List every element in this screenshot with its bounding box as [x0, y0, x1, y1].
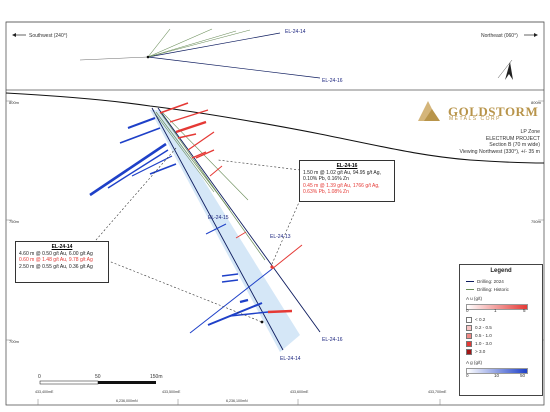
elev-left-800: 800m: [9, 100, 20, 105]
section-title-block: LP Zone ELECTRUM PROJECT Section B (70 m…: [459, 129, 540, 155]
southwest-label: Southwest (240°): [29, 33, 68, 39]
au-item-4: > 3.0: [466, 349, 485, 355]
legend-drill-historic: Drilling: Historic: [466, 287, 509, 292]
northeast-label: Northeast (060°): [481, 33, 518, 39]
scale-bar: [39, 380, 156, 385]
hole-label-16: EL-24-16: [322, 337, 343, 343]
intercept-16-title: EL-24-16: [336, 163, 358, 169]
section-label: Section B (70 m wide): [489, 142, 540, 148]
view-label: Viewing Northwest (330°), +/- 35 m: [459, 148, 540, 155]
hole-label-15: EL-24-15: [208, 215, 229, 221]
au-item-0: < 0.2: [466, 317, 485, 323]
au-item-3: 1.0 - 3.0: [466, 341, 492, 347]
easting-2: 433,500mE: [162, 390, 181, 394]
brand-sub: METALS CORP: [449, 116, 501, 122]
hole-label-13: EL-24-13: [270, 234, 291, 240]
legend: Legend Drilling: 2024 Drilling: Historic…: [459, 264, 543, 396]
intercept-box-16: EL-24-16 1.50 m @ 1.02 g/t Au, 94.95 g/t…: [299, 160, 395, 202]
hole-label-14: EL-24-14: [280, 356, 301, 362]
goldstorm-logo-icon: [418, 101, 440, 121]
scale-zero: 0: [38, 374, 41, 380]
ag-tick-50: 50: [520, 373, 526, 378]
northing-2: 6,236,100mN: [226, 399, 248, 403]
project-label: ELECTRUM PROJECT: [485, 135, 540, 142]
callout-leaders: [95, 147, 301, 323]
intercept-14-line3: 2.50 m @ 0.55 g/t Au, 0.36 g/t Ag: [19, 263, 93, 270]
au-tick-1: 1: [494, 308, 497, 313]
intercept-14-title: EL-24-14: [51, 244, 73, 250]
drill-halo: [150, 110, 300, 352]
elev-right-800: 800m: [531, 100, 542, 105]
au-tick-0: 0: [466, 308, 469, 313]
intercept-16-line2: 0.10% Pb, 0.16% Zn: [303, 176, 349, 182]
scale-mid: 50: [95, 374, 101, 380]
line-2024-icon: [466, 281, 474, 283]
line-historic-icon: [466, 289, 474, 291]
southwest-arrow-icon: [12, 33, 26, 37]
scale-end: 150m: [150, 374, 163, 380]
elev-left-700: 700m: [9, 339, 20, 344]
legend-au-title: A u (g/t): [466, 296, 483, 301]
plan-view-drillholes: [79, 28, 321, 79]
elev-right-750: 750m: [531, 219, 542, 224]
intercept-16-line1: 1.50 m @ 1.02 g/t Au, 94.95 g/t Ag,: [303, 169, 381, 176]
au-scale-bar: [466, 304, 528, 310]
legend-ag-title: A g (g/t): [466, 360, 483, 365]
hole-label-plan-14: EL-24-14: [285, 29, 306, 35]
topography-line: [5, 92, 545, 164]
ag-scale-bar: [466, 368, 528, 374]
northing-1: 6,236,000mN: [116, 399, 138, 403]
hole-label-plan-16: EL-24-16: [322, 78, 343, 84]
legend-title: Legend: [490, 268, 512, 274]
ag-tick-0: 0: [466, 373, 469, 378]
au-item-2: 0.5 - 1.0: [466, 333, 492, 339]
easting-3: 433,600mE: [290, 390, 309, 394]
easting-4: 433,700mE: [428, 390, 447, 394]
easting-1: 433,400mE: [35, 390, 54, 394]
north-arrow-icon: [497, 59, 513, 80]
silver-assay-bars: [89, 117, 273, 334]
intercept-16-line4: 0.63% Pb, 1.08% Zn: [303, 189, 349, 195]
au-item-1: 0.2 - 0.5: [466, 325, 492, 331]
brand-name: GOLDSTORM: [448, 104, 539, 119]
au-tick-5: 5: [523, 308, 526, 313]
northeast-arrow-icon: [524, 33, 538, 37]
gold-assay-bars: [159, 102, 303, 314]
intercept-box-14: EL-24-14 4.60 m @ 0.50 g/t Au, 6.00 g/t …: [15, 241, 109, 283]
intercept-14-line1: 4.60 m @ 0.50 g/t Au, 6.00 g/t Ag: [19, 250, 93, 257]
section-drillholes: [151, 107, 321, 351]
intercept-16-line3: 0.45 m @ 1.39 g/t Au, 1766 g/t Ag,: [303, 182, 380, 189]
ag-tick-10: 10: [494, 373, 500, 378]
legend-drill-2024: Drilling: 2024: [466, 279, 504, 284]
zone-label: LP Zone: [520, 129, 540, 135]
elev-left-750: 750m: [9, 219, 20, 224]
intercept-14-line2: 0.60 m @ 1.48 g/t Au, 9.78 g/t Ag: [19, 257, 93, 263]
